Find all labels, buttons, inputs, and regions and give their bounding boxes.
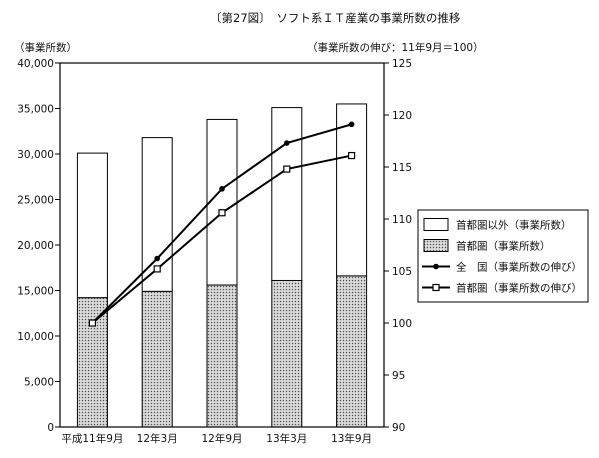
axes: 0 5,000 10,000 15,000 20,000 25,000 30,000 35,0… [17,58,412,445]
left-tick-label-8: 40,000 [17,58,54,70]
chart-title: 〔第27図〕 ソフト系ＩＴ産業の事業所数の推移 [210,11,461,25]
bar-outside-capital-3 [271,107,303,281]
left-tick-label-3: 15,000 [17,286,54,298]
legend-swatch-0 [423,218,449,231]
right-tick-label-5: 115 [392,162,412,174]
left-tick-label-0: 0 [47,422,54,434]
bar-group [76,103,368,428]
right-tick-label-0: 90 [392,422,405,434]
x-tick-label-1: 12年3月 [137,432,178,445]
left-tick-label-2: 10,000 [17,331,54,343]
left-tick-label-7: 35,000 [17,104,54,116]
left-tick-label-5: 25,000 [17,195,54,207]
right-tick-label-7: 125 [392,58,412,70]
point-series-1-0 [88,319,97,327]
bar-outside-capital-2 [206,118,238,286]
bar-capital-region-1 [141,290,173,428]
right-tick-label-1: 95 [392,370,405,382]
x-tick-label-4: 13年9月 [331,432,372,445]
bar-capital-region-3 [271,279,303,428]
bar-outside-capital-4 [336,103,368,277]
point-series-1-2 [218,209,226,217]
x-tick-label-0: 平成11年9月 [61,432,123,445]
point-series-1-4 [348,151,356,160]
left-axis-label: （事業所数） [14,41,77,54]
point-series-1-1 [153,265,161,273]
left-tick-label-6: 30,000 [17,149,54,161]
right-tick-label-4: 110 [392,214,412,226]
x-tick-label-2: 12年9月 [201,432,242,445]
point-series-0-1 [154,255,160,262]
bar-capital-region-0 [76,297,108,428]
point-series-0-3 [284,140,290,146]
right-tick-label-3: 105 [392,266,412,278]
legend-label-0: 首都圏以外（事業所数） [456,219,572,232]
left-tick-label-1: 5,000 [24,377,54,389]
line-group [88,121,356,327]
legend-marker-3 [432,283,440,292]
right-axis-label: （事業所数の伸び：11年9月＝100） [307,41,484,54]
legend-marker-2 [433,263,439,270]
legend-label-1: 首都圏（事業所数） [456,240,551,253]
legend-swatch-1 [423,239,449,252]
legend: 首都圏以外（事業所数） 首都圏（事業所数） 全 国（事業所数の伸び） 首都圏（事業所数… [417,209,589,303]
right-tick-label-2: 100 [392,318,412,330]
legend-label-3: 首都圏（事業所数の伸び） [456,282,582,295]
bar-capital-region-4 [336,275,368,428]
left-tick-label-4: 20,000 [17,240,54,252]
point-series-0-4 [348,121,355,128]
legend-label-2: 全 国（事業所数の伸び） [456,261,582,274]
right-tick-label-6: 120 [392,110,412,122]
point-series-1-3 [283,165,291,173]
bar-outside-capital-0 [76,152,108,299]
point-series-0-2 [219,186,225,192]
bar-capital-region-2 [206,284,238,428]
x-tick-label-3: 13年3月 [266,432,307,445]
